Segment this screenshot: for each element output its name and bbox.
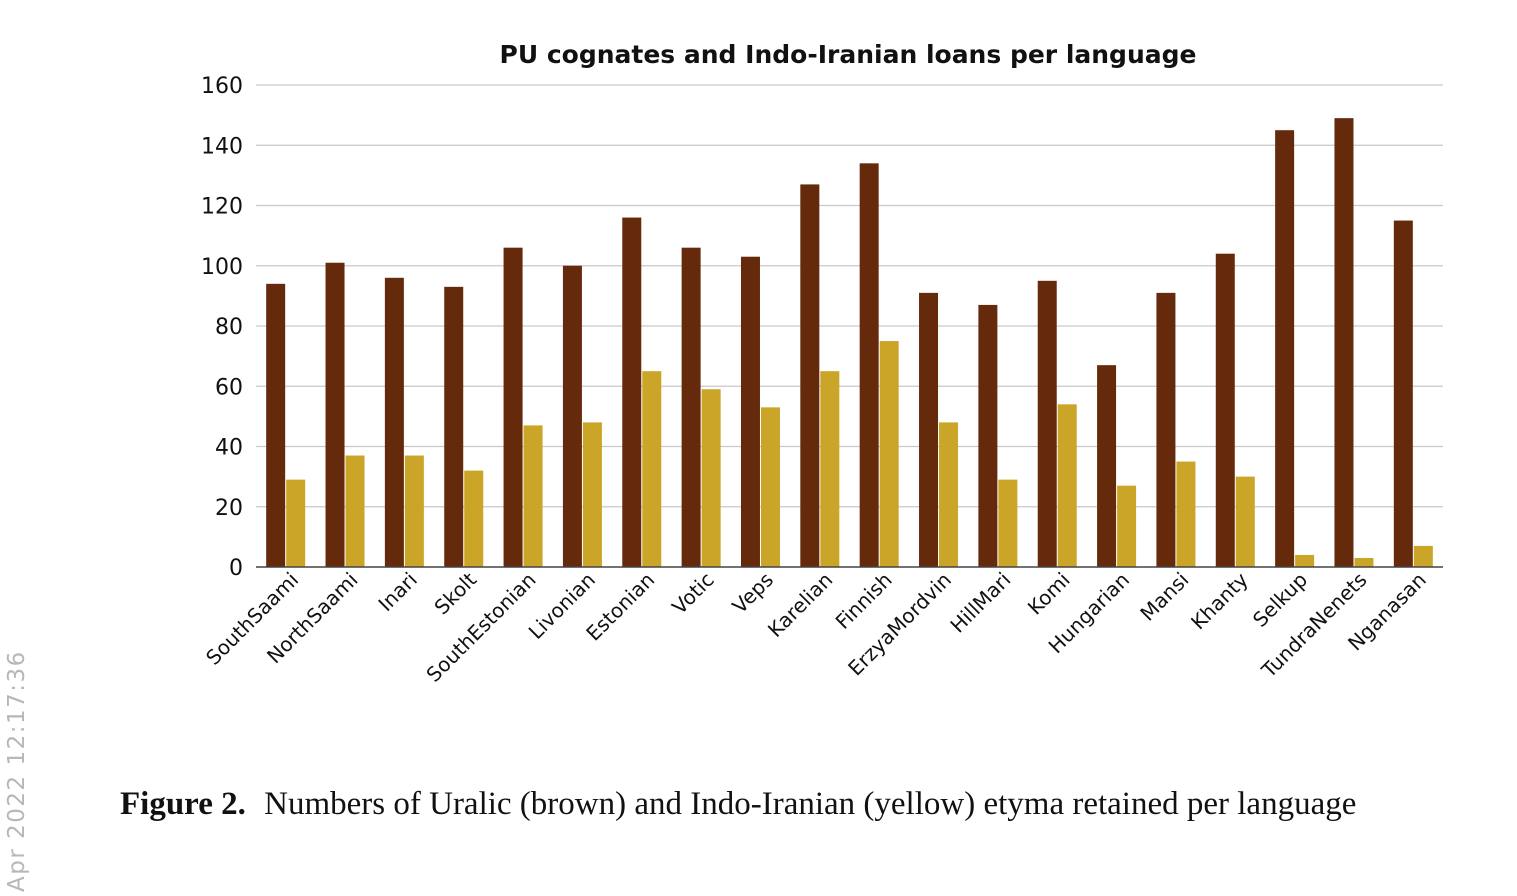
bar xyxy=(444,286,464,567)
bar xyxy=(1037,280,1057,567)
chart-title: PU cognates and Indo-Iranian loans per l… xyxy=(500,40,1197,69)
y-tick-label: 100 xyxy=(201,255,243,280)
bar xyxy=(859,163,879,567)
bar xyxy=(1235,476,1255,567)
x-tick-label: Inari xyxy=(373,568,422,617)
bar xyxy=(523,425,543,567)
bar xyxy=(1215,253,1235,567)
y-tick-label: 20 xyxy=(215,496,243,521)
bar xyxy=(681,247,701,568)
x-tick-label: Khanty xyxy=(1186,567,1253,634)
bar xyxy=(1156,292,1176,567)
bar xyxy=(404,455,424,567)
y-axis: 0 20 40 60 80 100 120 140 160 xyxy=(201,74,243,581)
bar xyxy=(1295,554,1315,567)
figure-label: Figure 2. xyxy=(120,786,246,822)
y-tick-label: 40 xyxy=(215,436,243,461)
y-tick-label: 60 xyxy=(215,375,243,400)
x-tick-label: Votic xyxy=(667,568,718,619)
x-tick-label: Skolt xyxy=(429,567,481,619)
timestamp-watermark: Apr 2022 12:17:36 xyxy=(4,650,30,892)
figure-caption: Figure 2. Numbers of Uralic (brown) and … xyxy=(120,778,1450,830)
bar xyxy=(582,422,602,567)
bar xyxy=(1117,485,1137,567)
bar xyxy=(919,292,939,567)
bar xyxy=(464,470,484,567)
gridlines xyxy=(256,84,1443,508)
bar xyxy=(1176,461,1196,567)
bar xyxy=(384,277,404,567)
bar xyxy=(800,184,820,567)
bar xyxy=(879,341,899,567)
bar xyxy=(1413,545,1433,567)
bar xyxy=(1354,557,1374,567)
bar xyxy=(286,479,306,567)
y-tick-label: 80 xyxy=(215,315,243,340)
bar xyxy=(1334,118,1354,567)
x-tick-label: Veps xyxy=(727,568,778,619)
y-tick-label: 0 xyxy=(229,556,243,581)
bar xyxy=(266,283,286,567)
bar xyxy=(562,265,582,567)
bar xyxy=(1275,130,1295,567)
x-tick-label: Karelian xyxy=(763,568,837,642)
bar xyxy=(345,455,365,567)
y-tick-label: 160 xyxy=(201,74,243,99)
x-tick-label: ErzyaMordvin xyxy=(843,568,956,681)
bar xyxy=(701,389,721,567)
x-tick-label: Komi xyxy=(1023,568,1075,620)
bar xyxy=(760,407,780,567)
bar xyxy=(1097,365,1117,567)
bar xyxy=(642,371,662,567)
bar xyxy=(820,371,840,567)
bar xyxy=(978,304,998,567)
caption-text: Numbers of Uralic (brown) and Indo-Irani… xyxy=(264,786,1357,822)
x-tick-label: Mansi xyxy=(1135,568,1193,626)
bar xyxy=(325,262,345,567)
bar xyxy=(622,217,642,568)
bar xyxy=(939,422,959,567)
bar xyxy=(1057,404,1077,567)
bar-chart: PU cognates and Indo-Iranian loans per l… xyxy=(201,40,1443,687)
bar xyxy=(503,247,523,568)
bars xyxy=(266,118,1433,568)
y-tick-label: 120 xyxy=(201,195,243,220)
y-tick-label: 140 xyxy=(201,134,243,159)
bar xyxy=(1393,220,1413,567)
x-tick-label: HillMari xyxy=(945,568,1015,638)
bar xyxy=(998,479,1018,567)
bar xyxy=(740,256,760,567)
x-tick-label: TundraNenets xyxy=(1256,568,1371,683)
